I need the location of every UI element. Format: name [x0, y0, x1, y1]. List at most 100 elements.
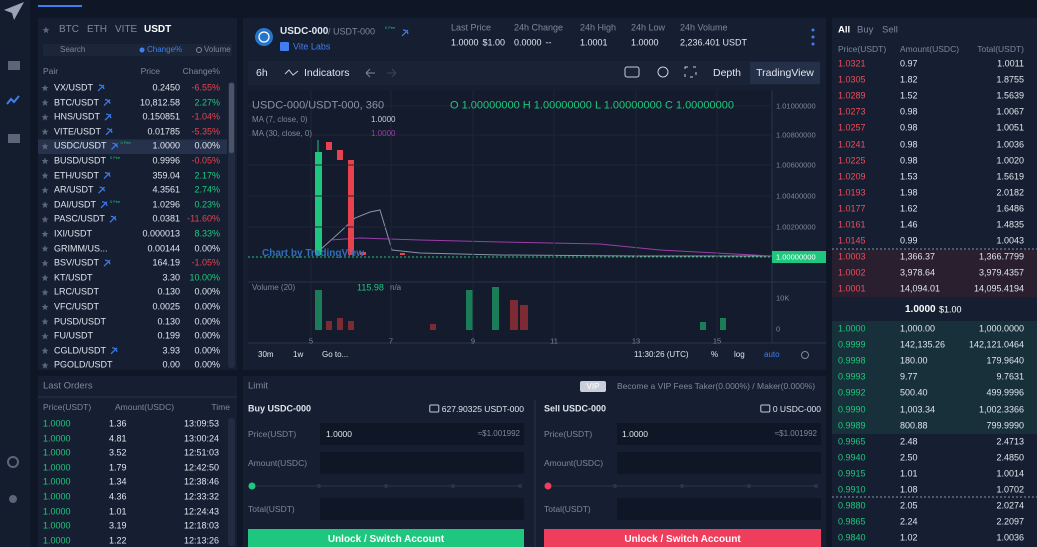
sell-button[interactable]: [544, 529, 821, 547]
scale-option[interactable]: %: [711, 350, 719, 359]
book-price[interactable]: 1.0257: [838, 122, 866, 133]
book-price[interactable]: 0.9940: [838, 452, 866, 463]
pair-name[interactable]: PGOLD/USDT: [54, 359, 113, 370]
input[interactable]: [320, 452, 524, 474]
tradingview-button[interactable]: TradingView: [756, 66, 814, 79]
book-tab[interactable]: All: [838, 24, 851, 36]
pair-name[interactable]: GRIMM/US...: [54, 243, 108, 254]
column-header[interactable]: Price: [140, 65, 160, 76]
book-price[interactable]: 0.9840: [838, 532, 866, 543]
input[interactable]: [617, 498, 821, 520]
pair-name[interactable]: AR/USDT: [54, 184, 94, 195]
indicators-icon[interactable]: [284, 69, 299, 76]
nav-icon[interactable]: [8, 134, 20, 143]
market-tab[interactable]: USDT: [144, 24, 172, 35]
nav-icon[interactable]: [6, 95, 20, 105]
input[interactable]: [617, 452, 821, 474]
sort-option[interactable]: Change%: [147, 45, 183, 54]
input[interactable]: [320, 423, 524, 445]
book-price[interactable]: 0.9989: [838, 420, 866, 431]
pair-name[interactable]: LRC/USDT: [54, 286, 100, 297]
settings-icon[interactable]: [7, 456, 19, 468]
depth-button[interactable]: Depth: [713, 66, 742, 79]
book-price[interactable]: 1.0177: [838, 203, 866, 214]
tradingview-button-bg[interactable]: [750, 62, 820, 84]
pair-name[interactable]: VX/USDT: [54, 82, 94, 93]
pair-name[interactable]: VITE/USDT: [54, 126, 102, 137]
pair-name[interactable]: CGLD/USDT: [54, 345, 107, 356]
range-button[interactable]: 1w: [293, 350, 304, 359]
book-price[interactable]: 1.0273: [838, 106, 866, 117]
pair-name[interactable]: IXI/USDT: [54, 228, 93, 239]
book-price[interactable]: 0.9880: [838, 500, 866, 511]
book-price[interactable]: 1.0000: [838, 323, 866, 334]
indicators-button[interactable]: Indicators: [304, 66, 350, 79]
pair-name[interactable]: BUSD/USDT: [54, 155, 107, 166]
book-price[interactable]: 1.0321: [838, 58, 866, 69]
submit-button-label[interactable]: Unlock / Switch Account: [327, 534, 445, 545]
tips-icon[interactable]: [9, 495, 17, 503]
book-price[interactable]: 1.0145: [838, 235, 866, 246]
book-price[interactable]: 1.0305: [838, 74, 866, 85]
pair-name[interactable]: ETH/USDT: [54, 170, 99, 181]
scale-option[interactable]: log: [734, 350, 745, 359]
trade-time: 13:00:24: [183, 433, 219, 444]
pair-name[interactable]: PUSD/USDT: [54, 316, 107, 327]
search-placeholder[interactable]: Search: [60, 45, 86, 54]
column-header[interactable]: Change%: [182, 65, 220, 76]
buy-button[interactable]: [248, 529, 524, 547]
book-price[interactable]: 0.9993: [838, 371, 866, 382]
camera-icon[interactable]: [624, 66, 640, 78]
market-tab[interactable]: BTC: [59, 24, 79, 35]
price-axis-label: 1.00600000: [776, 160, 816, 170]
book-price[interactable]: 1.0002: [838, 267, 866, 278]
pair-name[interactable]: BSV/USDT: [54, 257, 100, 268]
slider-handle[interactable]: [544, 482, 552, 490]
book-price[interactable]: 0.9998: [838, 355, 866, 366]
slider-handle[interactable]: [248, 482, 256, 490]
book-price[interactable]: 1.0001: [838, 283, 866, 294]
pair-name[interactable]: KT/USDT: [54, 272, 93, 283]
book-price[interactable]: 0.9990: [838, 404, 866, 414]
book-tab[interactable]: Buy: [857, 24, 874, 36]
book-price[interactable]: 0.9915: [838, 468, 866, 479]
search-box[interactable]: [43, 44, 232, 56]
nav-icon[interactable]: [8, 61, 20, 70]
submit-button-label[interactable]: Unlock / Switch Account: [624, 534, 741, 545]
book-price[interactable]: 1.0241: [838, 139, 866, 149]
sort-option[interactable]: Volume: [204, 45, 231, 54]
book-price[interactable]: 1.0193: [838, 187, 866, 198]
book-price[interactable]: 0.9965: [838, 436, 866, 447]
pair-name[interactable]: FU/USDT: [54, 330, 93, 341]
ma-label: MA (7, close, 0): [252, 115, 308, 124]
book-price[interactable]: 1.0225: [838, 155, 866, 166]
interval-button[interactable]: 6h: [256, 66, 268, 79]
book-price[interactable]: 1.0209: [838, 171, 866, 182]
pair-name[interactable]: USDC/USDT: [54, 140, 107, 151]
price-input[interactable]: 1.0000: [622, 428, 648, 439]
market-tab[interactable]: VITE: [115, 24, 138, 35]
fullscreen-icon[interactable]: [684, 66, 697, 78]
book-tab[interactable]: Sell: [882, 24, 898, 36]
scale-option[interactable]: auto: [764, 350, 780, 359]
pair-name[interactable]: VFC/USDT: [54, 301, 99, 312]
settings-icon[interactable]: [657, 66, 669, 78]
scrollbar-thumb[interactable]: [229, 83, 234, 153]
book-price[interactable]: 1.0161: [838, 219, 866, 230]
book-price[interactable]: 0.9910: [838, 484, 866, 495]
pair-name[interactable]: BTC/USDT: [54, 97, 99, 108]
goto-button[interactable]: Go to...: [322, 350, 349, 359]
book-price[interactable]: 1.0003: [838, 251, 866, 262]
book-price[interactable]: 0.9999: [838, 339, 866, 350]
book-price[interactable]: 1.0289: [838, 90, 866, 101]
book-price[interactable]: 0.9992: [838, 387, 866, 398]
range-button[interactable]: 30m: [258, 350, 274, 359]
book-price[interactable]: 0.9865: [838, 516, 866, 527]
input[interactable]: [617, 423, 821, 445]
pair-name[interactable]: PASC/USDT: [54, 213, 105, 224]
input[interactable]: [320, 498, 524, 520]
pair-name[interactable]: HNS/USDT: [54, 111, 101, 122]
price-input[interactable]: 1.0000: [326, 428, 352, 439]
market-tab[interactable]: ETH: [87, 24, 107, 35]
pair-name[interactable]: DAI/USDT: [54, 199, 97, 210]
